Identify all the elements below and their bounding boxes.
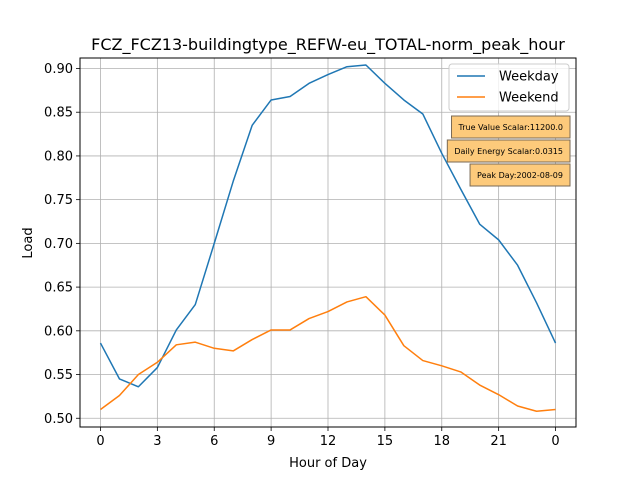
x-tick-label: 12 (320, 434, 337, 449)
y-tick-label: 0.90 (44, 62, 73, 77)
annotation-text: Daily Energy Scalar:0.0315 (454, 147, 563, 156)
x-axis-label: Hour of Day (289, 456, 367, 471)
x-tick-label: 15 (377, 434, 394, 449)
x-tick-label: 3 (153, 434, 161, 449)
y-tick-label: 0.80 (44, 149, 73, 164)
x-tick-label: 0 (96, 434, 104, 449)
y-tick-label: 0.85 (44, 106, 73, 121)
x-tick-label: 6 (210, 434, 218, 449)
y-tick-label: 0.65 (44, 281, 73, 296)
series-lines (99, 64, 557, 413)
y-tick-label: 0.70 (44, 237, 73, 252)
annotation-boxes: True Value Scalar:11200.0 Daily Energy Sc… (446, 115, 571, 187)
legend-label: Weekend (499, 91, 559, 106)
grid-lines (80, 58, 576, 427)
y-tick-label: 0.50 (44, 412, 73, 427)
y-tick-label: 0.55 (44, 368, 73, 383)
y-tick-label: 0.75 (44, 193, 73, 208)
x-tick-label: 18 (433, 434, 450, 449)
x-tick-label: 9 (267, 434, 275, 449)
x-tick-label: 0 (551, 434, 559, 449)
x-tick-label: 21 (490, 434, 507, 449)
annotation-text: True Value Scalar:11200.0 (458, 123, 563, 132)
series-line-weekend (100, 295, 556, 413)
legend-label: Weekday (499, 70, 559, 85)
annotation-box: Daily Energy Scalar:0.0315 (446, 139, 571, 163)
axis-ticks: 0 3 6 9 12 15 18 21 0 0.50 0.55 0.60 0.65 0.70 0.75 0.8… (44, 62, 560, 449)
annotation-background (446, 139, 571, 163)
y-tick-label: 0.60 (44, 324, 73, 339)
annotation-background (451, 115, 571, 139)
legend: Weekday Weekend (448, 63, 570, 112)
chart-title: FCZ_FCZ13-buildingtype_REFW-eu_TOTAL-nor… (91, 35, 565, 55)
annotation-background (469, 163, 571, 187)
annotation-text: Peak Day:2002-08-09 (477, 171, 563, 180)
y-axis-label: Load (21, 227, 36, 258)
annotation-box: True Value Scalar:11200.0 (451, 115, 571, 139)
annotation-box: Peak Day:2002-08-09 (469, 163, 571, 187)
series-line-weekday (99, 64, 557, 388)
